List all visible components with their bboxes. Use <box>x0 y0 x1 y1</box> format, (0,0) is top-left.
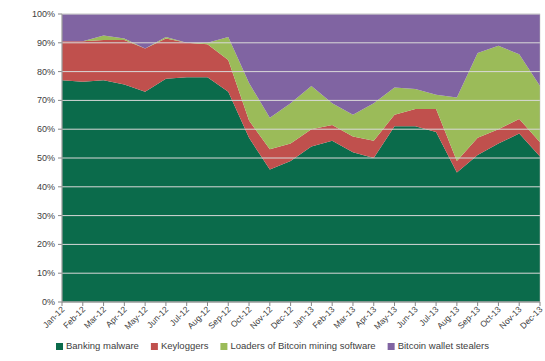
x-tick <box>290 302 291 306</box>
x-tick <box>62 302 63 306</box>
x-tick-label: Dec-13 <box>518 304 545 331</box>
chart: 0% 10% 20% 30% 40% 50% 60% 70% 80% 90% 100% Jan-12F… <box>0 0 545 361</box>
y-tick-label: 10% <box>37 268 55 278</box>
y-tick <box>58 42 62 43</box>
x-tick-label: Mar-12 <box>82 304 108 330</box>
grid-line <box>62 186 540 187</box>
y-tick <box>58 273 62 274</box>
grid-line <box>62 100 540 101</box>
x-tick <box>145 302 146 306</box>
x-tick <box>415 302 416 306</box>
x-tick-label: May-13 <box>372 304 399 331</box>
x-tick <box>186 302 187 306</box>
legend-swatch <box>56 343 63 350</box>
y-tick-label: 20% <box>37 239 55 249</box>
y-tick <box>58 186 62 187</box>
x-tick-label: Feb-12 <box>61 304 87 330</box>
x-tick <box>373 302 374 306</box>
legend-label: Banking malware <box>66 340 139 351</box>
grid-line <box>62 244 540 245</box>
x-tick <box>519 302 520 306</box>
x-tick <box>477 302 478 306</box>
legend-swatch <box>388 343 395 350</box>
x-tick-label: Sep-13 <box>456 304 483 331</box>
x-tick <box>165 302 166 306</box>
y-tick-label: 0% <box>42 297 55 307</box>
grid-line <box>62 158 540 159</box>
x-tick <box>352 302 353 306</box>
x-axis: Jan-12Feb-12Mar-12Apr-12May-12Jun-12Jul-… <box>41 302 545 331</box>
y-axis: 0% 10% 20% 30% 40% 50% 60% 70% 80% 90% 100% <box>32 9 540 307</box>
x-tick <box>436 302 437 306</box>
y-tick <box>58 158 62 159</box>
grid-line <box>62 71 540 72</box>
y-tick <box>58 14 62 15</box>
x-tick <box>269 302 270 306</box>
y-tick-label: 80% <box>37 67 55 77</box>
y-tick-label: 60% <box>37 124 55 134</box>
legend-label: Loaders of Bitcoin mining software <box>230 340 375 351</box>
y-tick <box>58 302 62 303</box>
x-tick <box>249 302 250 306</box>
legend-swatch <box>220 343 227 350</box>
grid-line <box>62 129 540 130</box>
x-tick <box>228 302 229 306</box>
y-tick-label: 30% <box>37 211 55 221</box>
legend-label: Bitcoin wallet stealers <box>398 340 490 351</box>
y-tick-label: 90% <box>37 38 55 48</box>
plot-area <box>62 14 540 302</box>
x-tick <box>207 302 208 306</box>
grid-line <box>62 42 540 43</box>
y-tick <box>58 71 62 72</box>
x-tick <box>103 302 104 306</box>
x-tick-label: Sep-12 <box>206 304 233 331</box>
y-tick-label: 50% <box>37 153 55 163</box>
x-tick <box>332 302 333 306</box>
y-tick-label: 70% <box>37 95 55 105</box>
x-axis-line <box>62 302 540 303</box>
x-tick <box>456 302 457 306</box>
x-tick-label: Jun-13 <box>394 304 420 330</box>
x-tick <box>394 302 395 306</box>
x-tick <box>498 302 499 306</box>
y-tick <box>58 215 62 216</box>
x-tick <box>124 302 125 306</box>
area-3 <box>62 14 540 118</box>
x-tick-label: Feb-13 <box>310 304 336 330</box>
y-tick <box>58 244 62 245</box>
x-tick-label: Mar-13 <box>331 304 357 330</box>
y-tick-label: 100% <box>32 9 55 19</box>
plot-frame <box>62 14 540 302</box>
x-tick-label: Jun-12 <box>145 304 171 330</box>
y-tick-label: 40% <box>37 182 55 192</box>
x-tick <box>82 302 83 306</box>
grid-line <box>62 215 540 216</box>
legend-swatch <box>151 343 158 350</box>
grid-line <box>62 273 540 274</box>
x-tick <box>540 302 541 306</box>
y-tick <box>58 100 62 101</box>
grid-line <box>62 302 540 303</box>
x-tick-label: Dec-12 <box>269 304 296 331</box>
legend-label: Keyloggers <box>161 340 209 351</box>
y-tick <box>58 129 62 130</box>
legend: Banking malware Keyloggers Loaders of Bitc… <box>56 340 489 351</box>
x-tick <box>311 302 312 306</box>
x-tick-label: May-12 <box>122 304 149 331</box>
